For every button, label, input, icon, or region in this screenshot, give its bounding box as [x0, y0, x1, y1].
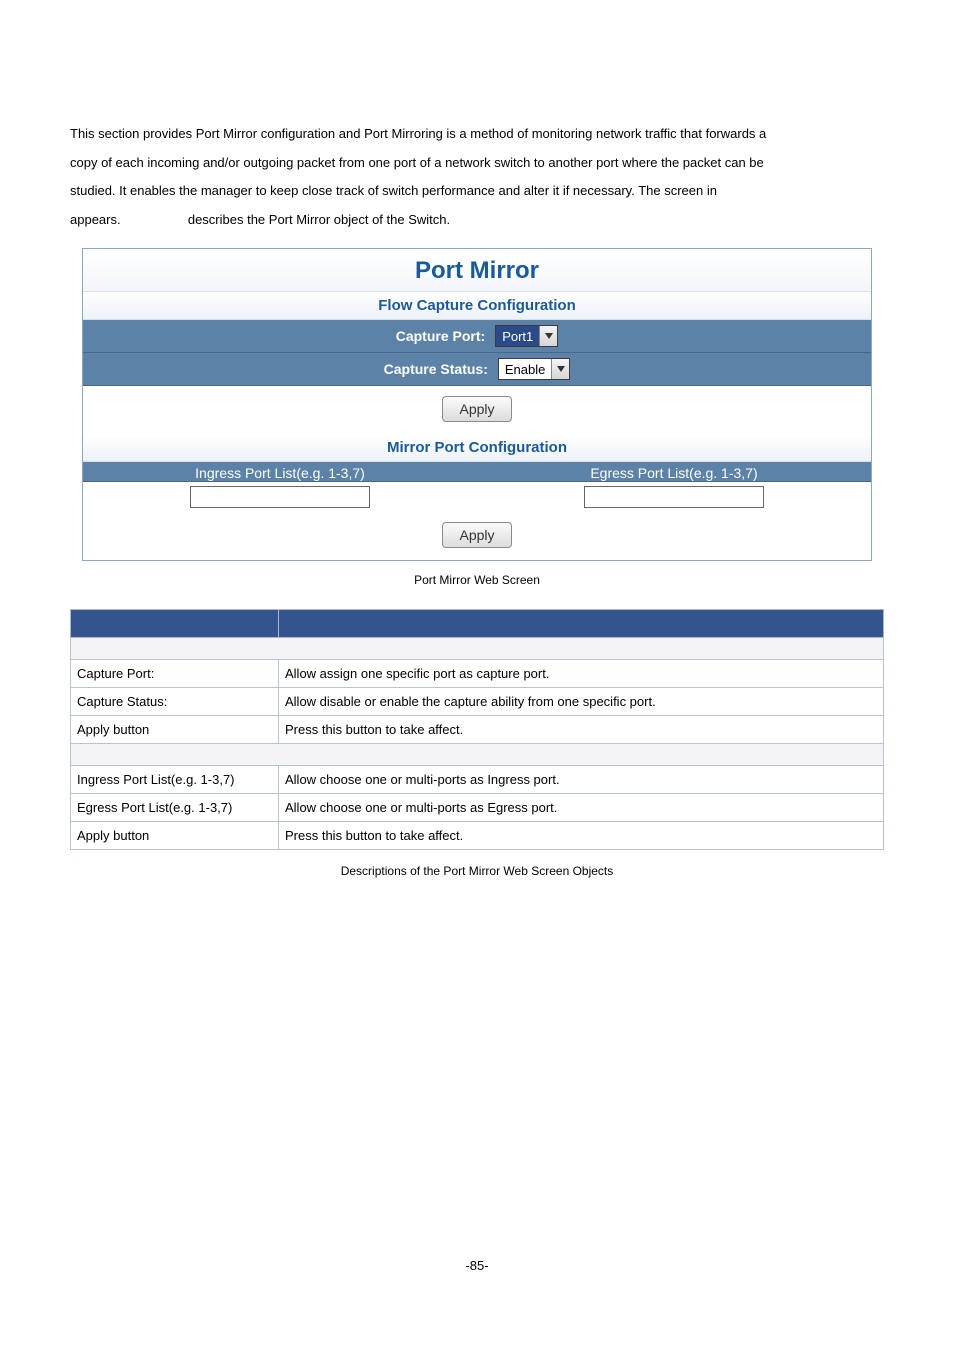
chevron-down-icon	[539, 326, 557, 346]
cell-desc: Press this button to take affect.	[279, 822, 884, 850]
cell-object: Capture Port:	[71, 660, 279, 688]
table-row: Egress Port List(e.g. 1-3,7) Allow choos…	[71, 794, 884, 822]
port-mirror-panel: Port Mirror Flow Capture Configuration C…	[82, 248, 872, 561]
egress-input[interactable]	[584, 486, 764, 508]
egress-input-cell	[477, 482, 871, 512]
cell-desc: Allow assign one specific port as captur…	[279, 660, 884, 688]
apply-row-2: Apply	[83, 512, 871, 560]
intro-line4b: describes the Port Mirror object of the …	[188, 212, 450, 227]
ingress-input[interactable]	[190, 486, 370, 508]
cell-object: Egress Port List(e.g. 1-3,7)	[71, 794, 279, 822]
cell-desc: Allow disable or enable the capture abil…	[279, 688, 884, 716]
description-table: Capture Port: Allow assign one specific …	[70, 609, 884, 850]
intro-text: This section provides Port Mirror config…	[70, 120, 884, 234]
cell-object: Apply button	[71, 716, 279, 744]
apply-button[interactable]: Apply	[442, 522, 511, 548]
capture-status-label: Capture Status:	[384, 361, 488, 377]
egress-cell: Egress Port List(e.g. 1-3,7)	[477, 462, 871, 481]
intro-line3: studied. It enables the manager to keep …	[70, 183, 717, 198]
table-section-row	[71, 638, 884, 660]
capture-status-select[interactable]: Enable	[498, 358, 570, 380]
ingress-input-cell	[83, 482, 477, 512]
capture-port-value: Port1	[496, 326, 539, 346]
capture-status-value: Enable	[499, 359, 551, 379]
intro-line2: copy of each incoming and/or outgoing pa…	[70, 155, 764, 170]
capture-port-select[interactable]: Port1	[495, 325, 558, 347]
mirror-port-header: Mirror Port Configuration	[83, 434, 871, 462]
table-row: Apply button Press this button to take a…	[71, 716, 884, 744]
port-list-header-row: Ingress Port List(e.g. 1-3,7) Egress Por…	[83, 462, 871, 482]
table-row: Capture Port: Allow assign one specific …	[71, 660, 884, 688]
intro-line1: This section provides Port Mirror config…	[70, 126, 766, 141]
figure-caption-1: Port Mirror Web Screen	[70, 573, 884, 587]
header-description	[279, 610, 884, 638]
cell-desc: Allow choose one or multi-ports as Ingre…	[279, 766, 884, 794]
cell-desc: Allow choose one or multi-ports as Egres…	[279, 794, 884, 822]
panel-title: Port Mirror	[83, 249, 871, 292]
cell-desc: Press this button to take affect.	[279, 716, 884, 744]
table-row: Capture Status: Allow disable or enable …	[71, 688, 884, 716]
capture-status-row: Capture Status: Enable	[83, 353, 871, 386]
header-object	[71, 610, 279, 638]
apply-row-1: Apply	[83, 386, 871, 434]
ingress-cell: Ingress Port List(e.g. 1-3,7)	[83, 462, 477, 481]
capture-port-row: Capture Port: Port1	[83, 320, 871, 353]
intro-line4a: appears.	[70, 212, 121, 227]
table-header-row	[71, 610, 884, 638]
cell-object: Apply button	[71, 822, 279, 850]
figure-caption-2: Descriptions of the Port Mirror Web Scre…	[70, 864, 884, 878]
section-cell	[71, 638, 884, 660]
egress-label: Egress Port List(e.g. 1-3,7)	[477, 465, 871, 481]
capture-port-label: Capture Port:	[396, 328, 485, 344]
cell-object: Capture Status:	[71, 688, 279, 716]
table-row: Apply button Press this button to take a…	[71, 822, 884, 850]
port-input-row	[83, 482, 871, 512]
table-row: Ingress Port List(e.g. 1-3,7) Allow choo…	[71, 766, 884, 794]
cell-object: Ingress Port List(e.g. 1-3,7)	[71, 766, 279, 794]
chevron-down-icon	[551, 359, 569, 379]
apply-button[interactable]: Apply	[442, 396, 511, 422]
section-cell	[71, 744, 884, 766]
page-number: -85-	[70, 1258, 884, 1303]
flow-capture-header: Flow Capture Configuration	[83, 292, 871, 320]
ingress-label: Ingress Port List(e.g. 1-3,7)	[83, 465, 477, 481]
table-section-row	[71, 744, 884, 766]
